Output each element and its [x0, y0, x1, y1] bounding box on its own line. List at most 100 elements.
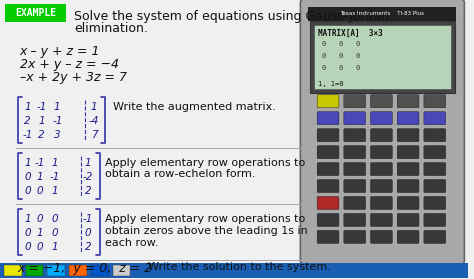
Text: 0: 0 — [24, 229, 31, 239]
Text: -1: -1 — [83, 215, 93, 225]
FancyBboxPatch shape — [424, 196, 446, 210]
FancyBboxPatch shape — [317, 112, 339, 125]
FancyBboxPatch shape — [317, 180, 339, 193]
FancyBboxPatch shape — [424, 213, 446, 227]
FancyBboxPatch shape — [424, 230, 446, 243]
Bar — [113, 265, 130, 276]
FancyBboxPatch shape — [397, 196, 419, 210]
Text: elimination.: elimination. — [74, 22, 148, 35]
FancyBboxPatch shape — [371, 230, 392, 243]
FancyBboxPatch shape — [371, 196, 392, 210]
Bar — [91, 265, 109, 276]
FancyBboxPatch shape — [397, 163, 419, 175]
FancyBboxPatch shape — [344, 129, 365, 142]
Text: 2: 2 — [85, 242, 91, 252]
Text: 1: 1 — [85, 158, 91, 168]
FancyBboxPatch shape — [344, 196, 365, 210]
Bar — [308, 7, 456, 21]
Text: MATRIX[A]  3×3: MATRIX[A] 3×3 — [318, 29, 383, 38]
Text: Solve the system of equations using Gauss-Jordan: Solve the system of equations using Gaus… — [74, 10, 389, 23]
Text: 1: 1 — [38, 116, 45, 126]
FancyBboxPatch shape — [397, 95, 419, 108]
FancyBboxPatch shape — [424, 129, 446, 142]
Bar — [47, 265, 65, 276]
Text: -1: -1 — [22, 130, 33, 140]
Text: -1: -1 — [52, 116, 63, 126]
Text: 0: 0 — [85, 229, 91, 239]
Text: 0: 0 — [36, 186, 43, 196]
Text: 7: 7 — [91, 130, 97, 140]
Text: 0: 0 — [24, 242, 31, 252]
Text: -2: -2 — [83, 172, 93, 182]
Text: 0: 0 — [356, 65, 360, 71]
FancyBboxPatch shape — [310, 21, 455, 93]
FancyBboxPatch shape — [5, 4, 66, 22]
Text: 0: 0 — [339, 65, 343, 71]
Text: 0: 0 — [339, 53, 343, 59]
Text: x – y + z = 1: x – y + z = 1 — [20, 45, 100, 58]
Text: 1: 1 — [51, 158, 58, 168]
Text: Apply elementary row operations to
obtain zeros above the leading 1s in
each row: Apply elementary row operations to obtai… — [105, 215, 308, 248]
Text: 2: 2 — [24, 116, 31, 126]
Text: 0: 0 — [36, 242, 43, 252]
FancyBboxPatch shape — [371, 112, 392, 125]
FancyBboxPatch shape — [397, 129, 419, 142]
FancyBboxPatch shape — [371, 163, 392, 175]
FancyBboxPatch shape — [424, 95, 446, 108]
Text: EXAMPLE: EXAMPLE — [15, 8, 56, 18]
Text: 1: 1 — [54, 102, 61, 112]
Bar — [69, 265, 87, 276]
Text: 1: 1 — [24, 102, 31, 112]
Text: 0: 0 — [24, 186, 31, 196]
FancyBboxPatch shape — [371, 146, 392, 159]
Text: 1: 1 — [24, 215, 31, 225]
Text: x = −1,  y = 0,  z = 2: x = −1, y = 0, z = 2 — [18, 262, 153, 275]
FancyBboxPatch shape — [317, 129, 339, 142]
Text: 1: 1 — [36, 229, 43, 239]
FancyBboxPatch shape — [317, 196, 339, 210]
FancyBboxPatch shape — [424, 163, 446, 175]
Text: 0: 0 — [322, 65, 326, 71]
Text: 0: 0 — [51, 229, 58, 239]
Text: Write the solution to the system.: Write the solution to the system. — [148, 262, 331, 272]
Text: 0: 0 — [339, 41, 343, 47]
FancyBboxPatch shape — [344, 146, 365, 159]
FancyBboxPatch shape — [424, 180, 446, 193]
Text: 0: 0 — [322, 53, 326, 59]
FancyBboxPatch shape — [371, 180, 392, 193]
FancyBboxPatch shape — [397, 213, 419, 227]
Text: -4: -4 — [89, 116, 99, 126]
Text: 0: 0 — [36, 215, 43, 225]
FancyBboxPatch shape — [344, 180, 365, 193]
FancyBboxPatch shape — [424, 146, 446, 159]
Text: -1: -1 — [36, 102, 46, 112]
Text: 0: 0 — [24, 172, 31, 182]
Text: 0: 0 — [51, 215, 58, 225]
FancyBboxPatch shape — [344, 163, 365, 175]
FancyBboxPatch shape — [397, 112, 419, 125]
FancyBboxPatch shape — [317, 213, 339, 227]
FancyBboxPatch shape — [371, 213, 392, 227]
FancyBboxPatch shape — [301, 0, 465, 264]
Text: 2: 2 — [38, 130, 45, 140]
FancyBboxPatch shape — [314, 25, 451, 89]
FancyBboxPatch shape — [317, 163, 339, 175]
Text: 0: 0 — [356, 41, 360, 47]
Bar — [4, 265, 22, 276]
Text: –x + 2y + 3z = 7: –x + 2y + 3z = 7 — [20, 71, 127, 84]
FancyBboxPatch shape — [397, 180, 419, 193]
Text: 1: 1 — [51, 242, 58, 252]
Text: 0: 0 — [356, 53, 360, 59]
FancyBboxPatch shape — [397, 146, 419, 159]
Text: -1: -1 — [34, 158, 45, 168]
Text: 1: 1 — [36, 172, 43, 182]
FancyBboxPatch shape — [344, 230, 365, 243]
Text: 2: 2 — [85, 186, 91, 196]
FancyBboxPatch shape — [317, 146, 339, 159]
Bar — [0, 263, 468, 278]
Text: 1: 1 — [24, 158, 31, 168]
Text: 1, 1=0: 1, 1=0 — [318, 81, 344, 87]
Text: 2x + y – z = −4: 2x + y – z = −4 — [20, 58, 119, 71]
Text: Write the augmented matrix.: Write the augmented matrix. — [113, 102, 275, 112]
FancyBboxPatch shape — [344, 95, 365, 108]
